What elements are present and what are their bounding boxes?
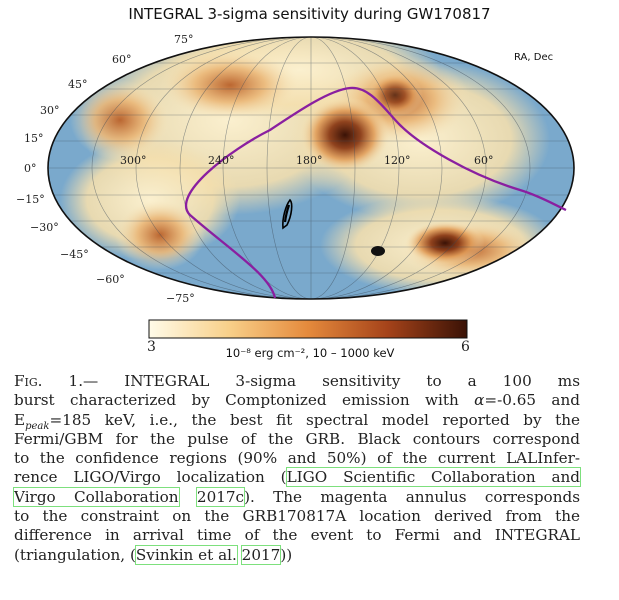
caption-text: =185 keV, i.e., the best fit spectral mo… bbox=[49, 410, 580, 429]
caption-line: Fermi/GBM for the pulse of the GRB. Blac… bbox=[14, 429, 580, 448]
colorbar-min-label: 3 bbox=[147, 339, 156, 355]
caption-line: to the constraint on the GRB170817A loca… bbox=[14, 507, 580, 526]
caption-line: (triangulation, (Svinkin et al. 2017)) bbox=[14, 544, 580, 565]
colorbar bbox=[148, 319, 468, 339]
caption-text: )) bbox=[280, 545, 293, 564]
caption-line: Virgo Collaboration 2017c). The magenta … bbox=[13, 486, 580, 507]
ra-label-120: 120° bbox=[384, 154, 411, 167]
caption-line: Epeak=185 keV, i.e., the best fit spectr… bbox=[14, 410, 580, 432]
dec-label-m30: −30° bbox=[30, 221, 59, 234]
dec-label-30: 30° bbox=[40, 104, 60, 117]
caption-text: =-0.65 and bbox=[484, 391, 580, 410]
sky-map: 300° 240° 180° 120° 60° 75° 60° 45° 30° … bbox=[16, 33, 575, 339]
dec-label-m75: −75° bbox=[166, 292, 195, 305]
sensitivity-heatmap bbox=[60, 37, 560, 295]
caption-text: ). The magenta annulus corresponds bbox=[244, 487, 580, 506]
citation-svinkin-year-link[interactable]: 2017 bbox=[240, 544, 282, 565]
citation-ligo-link[interactable]: LIGO Scientific Collaboration and bbox=[285, 467, 582, 488]
dec-label-m60: −60° bbox=[96, 273, 125, 286]
caption-line: to the confidence regions (90% and 50%) … bbox=[14, 449, 580, 468]
figure-caption: Fig. 1.— INTEGRAL 3-sigma sensitivity to… bbox=[13, 372, 582, 565]
caption-line: Fig. 1.— INTEGRAL 3-sigma sensitivity to… bbox=[14, 372, 580, 391]
dec-label-m45: −45° bbox=[60, 248, 89, 261]
caption-line: difference in arrival time of the event … bbox=[14, 526, 580, 545]
ra-label-60: 60° bbox=[474, 154, 494, 167]
dec-label-0: 0° bbox=[24, 162, 37, 175]
graticule bbox=[48, 37, 574, 299]
citation-svinkin-link[interactable]: Svinkin et al. bbox=[134, 544, 238, 565]
colorbar-max-label: 6 bbox=[461, 339, 470, 355]
dec-label-60: 60° bbox=[112, 53, 132, 66]
annulus-curve bbox=[184, 86, 567, 299]
figure-title: INTEGRAL 3-sigma sensitivity during GW17… bbox=[128, 5, 491, 23]
ra-label-240: 240° bbox=[208, 154, 235, 167]
caption-text: E bbox=[14, 410, 26, 429]
figure-label: Fig. 1.— bbox=[14, 372, 99, 390]
dec-label-45: 45° bbox=[68, 78, 88, 91]
black-spot bbox=[371, 246, 385, 256]
caption-text: rence LIGO/Virgo localization ( bbox=[14, 468, 287, 487]
citation-virgo-link[interactable]: Virgo Collaboration bbox=[13, 486, 180, 507]
caption-line: burst characterized by Comptonized emiss… bbox=[14, 391, 580, 410]
dec-label-m15: −15° bbox=[16, 193, 45, 206]
caption-text: (triangulation, ( bbox=[14, 545, 136, 564]
alpha-symbol: α bbox=[474, 391, 485, 410]
caption-line: rence LIGO/Virgo localization (LIGO Scie… bbox=[14, 467, 582, 488]
contour-50 bbox=[283, 204, 291, 223]
subscript-peak: peak bbox=[25, 420, 50, 432]
caption-text: burst characterized by Comptonized emiss… bbox=[14, 391, 475, 410]
contour-90 bbox=[282, 198, 293, 230]
citation-year-link[interactable]: 2017c bbox=[195, 486, 246, 507]
dec-label-15: 15° bbox=[24, 132, 44, 145]
ra-label-180: 180° bbox=[296, 154, 323, 167]
caption-text: INTEGRAL 3-sigma sensitivity to a 100 ms bbox=[98, 372, 580, 390]
ra-label-300: 300° bbox=[120, 154, 147, 167]
sky-outline bbox=[47, 36, 575, 300]
projection-label: RA, Dec bbox=[514, 52, 553, 63]
colorbar-label: 10⁻⁸ erg cm⁻², 10 – 1000 keV bbox=[225, 346, 395, 360]
dec-label-75: 75° bbox=[174, 33, 194, 46]
